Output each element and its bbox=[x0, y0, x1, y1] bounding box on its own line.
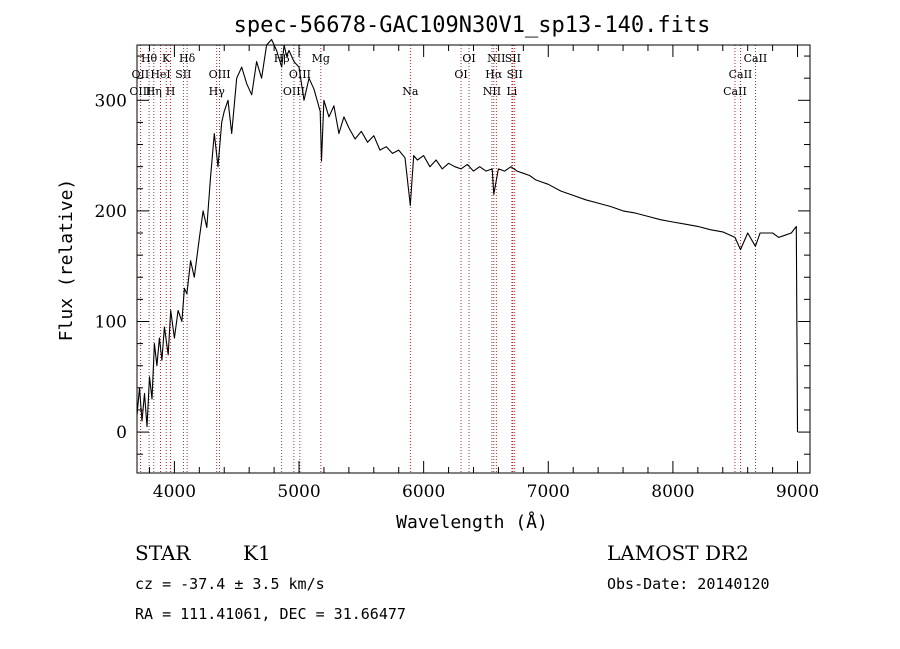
spectral-line-label: Na bbox=[402, 85, 419, 98]
spectral-line-label: CaII bbox=[729, 68, 753, 81]
spectral-line-markers bbox=[139, 45, 756, 473]
spectral-line-label: Mg bbox=[312, 52, 330, 65]
spectral-line-label: SII bbox=[507, 68, 523, 81]
radial-velocity: cz = -37.4 ± 3.5 km/s bbox=[135, 575, 325, 593]
spectral-line-label: NII bbox=[483, 85, 501, 98]
spectral-line-label: SII bbox=[175, 68, 191, 81]
y-tick-label: 0 bbox=[116, 423, 127, 443]
spectral-line-label: OI bbox=[454, 68, 467, 81]
x-axis-label: Wavelength (Å) bbox=[396, 511, 548, 533]
coordinates: RA = 111.41061, DEC = 31.66477 bbox=[135, 605, 406, 623]
x-tick-label: 8000 bbox=[651, 482, 694, 502]
spectral-line-label: Hγ bbox=[209, 85, 226, 98]
x-tick-label: 9000 bbox=[776, 482, 819, 502]
spectral-line-label: Hα bbox=[485, 68, 503, 81]
x-tick-label: 6000 bbox=[402, 482, 445, 502]
y-tick-label: 300 bbox=[95, 91, 127, 111]
spectral-line-label: Li bbox=[506, 85, 517, 98]
spectral-line-label: OIII bbox=[129, 85, 151, 98]
x-tick-label: 5000 bbox=[277, 482, 320, 502]
plot-frame bbox=[136, 44, 811, 474]
y-tick-label: 100 bbox=[95, 312, 127, 332]
object-class: STAR bbox=[135, 541, 191, 565]
spectral-line-label: K bbox=[162, 52, 171, 65]
spectral-line-label: H bbox=[166, 85, 176, 98]
spectral-line-label: OI bbox=[462, 52, 475, 65]
object-subclass: K1 bbox=[243, 541, 271, 565]
spectrum-line bbox=[136, 38, 799, 433]
spectral-line-label: Hη bbox=[146, 85, 162, 98]
y-tick-label: 200 bbox=[95, 202, 127, 222]
y-axis-label: Flux (relative) bbox=[56, 179, 77, 342]
axis-ticks: 4000 5000 6000 7000 8000 9000 0 100 200 300 bbox=[95, 45, 819, 502]
survey-name: LAMOST DR2 bbox=[607, 541, 749, 565]
spectral-line-label: CaII bbox=[723, 85, 747, 98]
observation-date: Obs-Date: 20140120 bbox=[607, 575, 770, 593]
spectral-line-label: SII bbox=[505, 52, 521, 65]
chart-title: spec-56678-GAC109N30V1_sp13-140.fits bbox=[234, 13, 711, 38]
spectral-line-label: OIII bbox=[283, 85, 305, 98]
spectrum-plot bbox=[136, 38, 799, 433]
spectral-line-label: CaII bbox=[744, 52, 768, 65]
spectral-line-label: HeI bbox=[150, 68, 170, 81]
spectral-line-label: OII bbox=[132, 68, 150, 81]
spectral-line-label: OIII bbox=[209, 68, 231, 81]
x-tick-label: 7000 bbox=[527, 482, 570, 502]
spectral-line-label: Hθ bbox=[141, 52, 158, 65]
spectral-line-label: NII bbox=[487, 52, 505, 65]
spectral-line-label: Hδ bbox=[179, 52, 196, 65]
x-tick-label: 4000 bbox=[153, 482, 196, 502]
